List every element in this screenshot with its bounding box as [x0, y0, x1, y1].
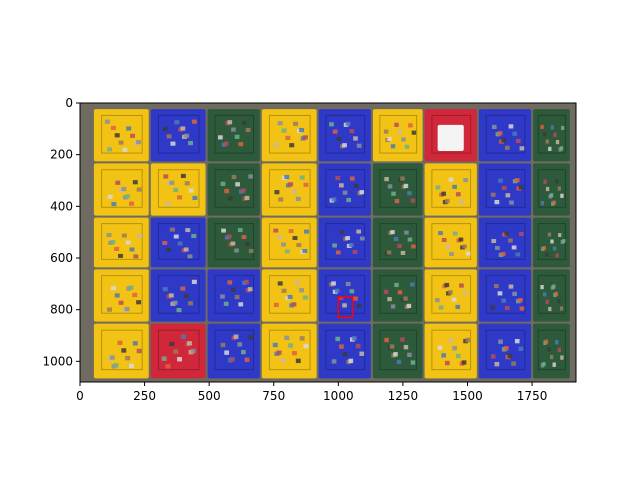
storage-bin [150, 163, 206, 216]
x-tick-label: 1500 [452, 389, 483, 403]
storage-bin [207, 269, 260, 322]
storage-bin [318, 269, 371, 322]
storage-bin [424, 217, 477, 268]
storage-bin [478, 269, 532, 322]
storage-bin [424, 269, 477, 322]
y-tick-label: 1000 [42, 354, 73, 368]
storage-bin [372, 163, 423, 216]
storage-bin [207, 217, 260, 268]
x-tick-label: 1250 [388, 389, 419, 403]
x-tick-label: 1750 [517, 389, 548, 403]
storage-bin [424, 323, 477, 379]
storage-bin [318, 109, 371, 162]
y-tick-label: 200 [50, 148, 73, 162]
storage-bin [150, 109, 206, 162]
storage-bin [93, 323, 149, 379]
highlight-box [337, 296, 354, 319]
storage-bin [93, 269, 149, 322]
storage-bin [261, 269, 317, 322]
storage-bin [533, 163, 570, 216]
x-tick-label: 500 [198, 389, 221, 403]
y-tick-label: 400 [50, 199, 73, 213]
storage-bin [318, 217, 371, 268]
storage-bin [424, 109, 477, 162]
storage-bin [424, 163, 477, 216]
storage-bin [533, 109, 570, 162]
y-tick-label: 600 [50, 251, 73, 265]
storage-bin [533, 217, 570, 268]
x-tick-label: 0 [76, 389, 84, 403]
x-axis: 0 250 500 750 1000 1250 1500 1750 [76, 382, 547, 403]
storage-bin [478, 109, 532, 162]
parts-bins-photo [80, 103, 576, 382]
storage-bin [261, 163, 317, 216]
axes-frame [79, 102, 577, 383]
storage-bin [318, 163, 371, 216]
storage-bin [93, 217, 149, 268]
storage-bin [478, 163, 532, 216]
storage-bin [478, 323, 532, 379]
storage-bin [207, 109, 260, 162]
storage-bin [478, 217, 532, 268]
storage-bin [533, 323, 570, 379]
storage-bin [207, 163, 260, 216]
storage-bin [93, 163, 149, 216]
storage-bin [372, 109, 423, 162]
y-tick-label: 800 [50, 303, 73, 317]
storage-bin [150, 217, 206, 268]
storage-bin [372, 323, 423, 379]
storage-bin [261, 217, 317, 268]
storage-bin [207, 323, 260, 379]
storage-bin [533, 269, 570, 322]
storage-bin [150, 269, 206, 322]
storage-bin [372, 217, 423, 268]
storage-bin [93, 109, 149, 162]
y-axis: 0 200 400 600 800 1000 [42, 96, 80, 368]
storage-bin [318, 323, 371, 379]
x-tick-label: 750 [262, 389, 285, 403]
y-tick-label: 0 [65, 96, 73, 110]
x-tick-label: 250 [133, 389, 156, 403]
x-tick-label: 1000 [323, 389, 354, 403]
storage-bin [372, 269, 423, 322]
storage-bin [150, 323, 206, 379]
storage-bin [261, 109, 317, 162]
storage-bin [261, 323, 317, 379]
